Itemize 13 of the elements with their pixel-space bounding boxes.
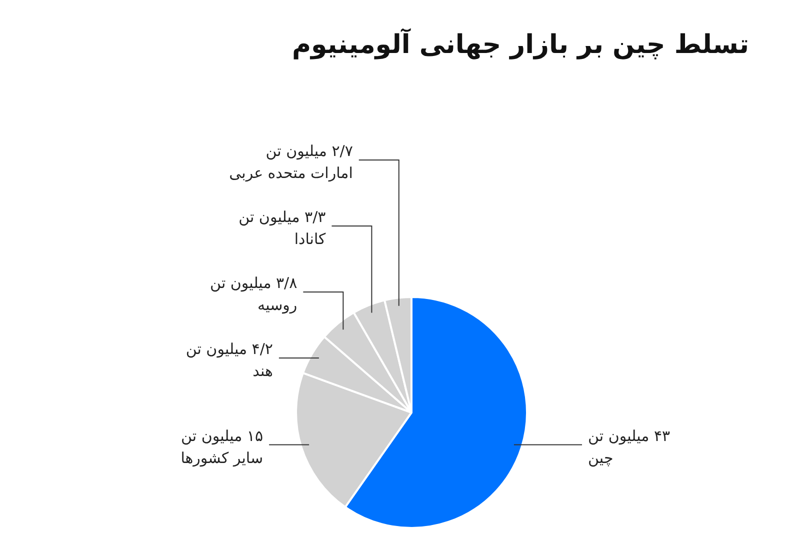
data-label: ۴۳ میلیون تن	[588, 426, 670, 445]
slice-label: کانادا	[294, 230, 327, 248]
slice-label: هند	[252, 362, 274, 380]
slice-label: امارات متحده عربی	[229, 164, 353, 182]
data-label: ۳/۳ میلیون تن	[238, 208, 326, 226]
slice-label: چین	[588, 448, 614, 467]
data-label: ۲/۷ میلیون تن	[266, 142, 353, 160]
data-label: ۳/۸ میلیون تن	[210, 274, 298, 292]
chart-title: تسلط چین بر بازار جهانی آلومینیوم	[292, 30, 749, 60]
data-label: ۴/۲ میلیون تن	[186, 340, 273, 358]
data-label: ۱۵ میلیون تن	[180, 426, 264, 445]
slice-label: روسیه	[258, 296, 298, 314]
slice-label: سایر کشورها	[180, 448, 264, 467]
